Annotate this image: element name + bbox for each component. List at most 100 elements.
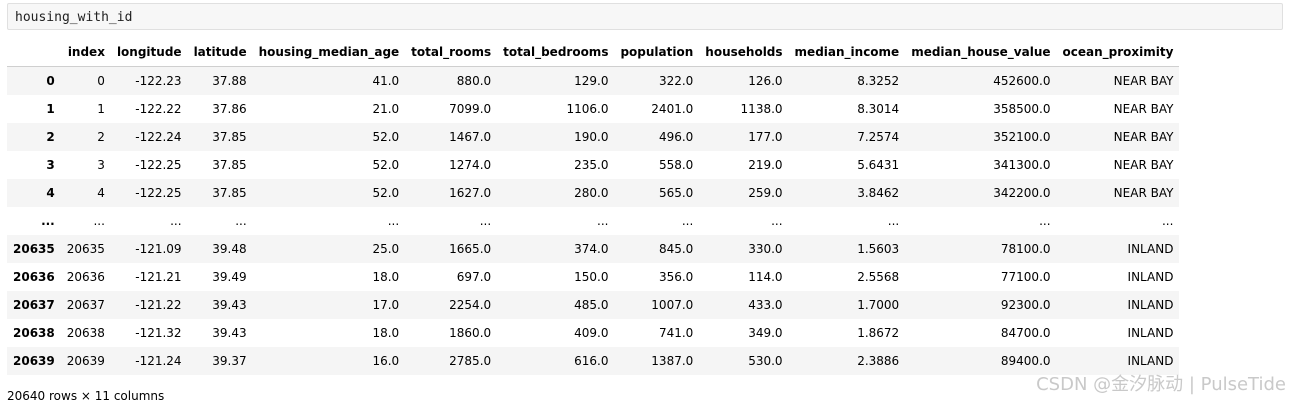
- table-cell: -122.25: [135, 186, 182, 200]
- table-cell: 1467.0: [449, 130, 492, 144]
- table-cell: NEAR BAY: [1113, 74, 1174, 88]
- table-cell: 433.0: [748, 298, 783, 312]
- row-index-label: 1: [46, 102, 55, 116]
- table-body: 0 0 -122.23 37.88 41.0 880.0 129.0 322.0 126.0 8.…: [7, 66, 1180, 375]
- table-cell: 1.7000: [857, 298, 900, 312]
- table-cell: INLAND: [1127, 270, 1174, 284]
- table-row: 20637 20637 -121.22 39.43 17.0 2254.0 485.0 100…: [7, 291, 1180, 319]
- column-header: index: [60, 38, 111, 67]
- table-cell: 7099.0: [449, 102, 492, 116]
- column-header: longitude: [110, 38, 188, 67]
- row-index-label: 20638: [13, 326, 55, 340]
- table-cell: 52.0: [372, 186, 400, 200]
- table-cell: 129.0: [574, 74, 609, 88]
- table-cell: 25.0: [372, 242, 400, 256]
- table-cell: 330.0: [748, 242, 783, 256]
- table-cell: 1387.0: [651, 354, 694, 368]
- table-cell: 496.0: [658, 130, 694, 144]
- table-cell: ...: [1161, 214, 1174, 228]
- table-row: 0 0 -122.23 37.88 41.0 880.0 129.0 322.0 126.0 8.…: [7, 66, 1180, 95]
- row-index-label: 20637: [13, 298, 55, 312]
- table-cell: 1.8672: [857, 326, 900, 340]
- table-row: ....................................: [7, 207, 1179, 235]
- table-cell: 37.88: [212, 74, 247, 88]
- table-cell: 84700.0: [1000, 326, 1051, 340]
- table-cell: INLAND: [1127, 354, 1174, 368]
- row-index-label: 2: [46, 130, 55, 144]
- table-cell: 39.43: [212, 298, 247, 312]
- table-cell: 2254.0: [449, 298, 492, 312]
- table-cell: ...: [1039, 214, 1051, 228]
- watermark: CSDN @金汐脉动 | PulseTide: [1036, 374, 1286, 395]
- table-cell: 20639: [66, 354, 105, 368]
- code-text: housing_with_id: [15, 10, 133, 25]
- table-cell: NEAR BAY: [1113, 130, 1174, 144]
- table-cell: 352100.0: [993, 130, 1051, 144]
- table-cell: 485.0: [574, 298, 609, 312]
- table-cell: -121.09: [135, 242, 182, 256]
- dataframe-table: index longitude latitude housing_median_age…: [7, 38, 1180, 375]
- table-cell: 1665.0: [449, 242, 492, 256]
- column-header: median_house_value: [905, 38, 1057, 67]
- table-cell: 77100.0: [1000, 270, 1051, 284]
- table-cell: 190.0: [574, 130, 609, 144]
- column-header: latitude: [187, 38, 253, 67]
- table-cell: 1007.0: [651, 298, 694, 312]
- table-cell: NEAR BAY: [1113, 158, 1174, 172]
- table-cell: ...: [771, 214, 783, 228]
- table-cell: 20635: [66, 242, 105, 256]
- table-cell: ...: [235, 214, 247, 228]
- table-cell: -122.22: [135, 102, 182, 116]
- table-cell: 452600.0: [993, 74, 1051, 88]
- table-cell: 89400.0: [1000, 354, 1051, 368]
- table-cell: 558.0: [658, 158, 694, 172]
- table-cell: 39.49: [212, 270, 247, 284]
- table-cell: 8.3014: [857, 102, 900, 116]
- table-cell: 7.2574: [857, 130, 900, 144]
- table-header: index longitude latitude housing_median_age…: [7, 38, 1180, 67]
- table-cell: 37.86: [212, 102, 247, 116]
- table-cell: 1: [97, 102, 105, 116]
- column-header: total_rooms: [405, 38, 498, 67]
- table-cell: -121.21: [135, 270, 182, 284]
- table-cell: 39.43: [212, 326, 247, 340]
- row-index-label: ...: [41, 214, 55, 228]
- table-cell: -122.25: [135, 158, 182, 172]
- table-cell: 37.85: [212, 158, 247, 172]
- table-cell: 358500.0: [993, 102, 1051, 116]
- table-cell: 21.0: [372, 102, 400, 116]
- table-cell: ...: [93, 214, 105, 228]
- row-index-label: 20639: [13, 354, 55, 368]
- table-cell: NEAR BAY: [1113, 102, 1174, 116]
- table-row: 2 2 -122.24 37.85 52.0 1467.0 190.0 496.0 177.0 7…: [7, 123, 1180, 151]
- code-cell-input[interactable]: housing_with_id: [7, 3, 1283, 30]
- table-row: 4 4 -122.25 37.85 52.0 1627.0 280.0 565.0 259.0 3…: [7, 179, 1180, 207]
- column-header: population: [614, 38, 700, 67]
- table-cell: INLAND: [1127, 298, 1174, 312]
- row-index-label: 20635: [13, 242, 55, 256]
- table-cell: ...: [597, 214, 609, 228]
- table-row: 1 1 -122.22 37.86 21.0 7099.0 1106.0 2401.0 1138…: [7, 95, 1179, 123]
- table-cell: 374.0: [574, 242, 609, 256]
- table-cell: 1860.0: [449, 326, 492, 340]
- table-cell: 1106.0: [566, 102, 609, 116]
- table-cell: 2.3886: [857, 354, 900, 368]
- row-index-label: 20636: [13, 270, 55, 284]
- table-cell: 356.0: [658, 270, 694, 284]
- table-cell: 20637: [66, 298, 105, 312]
- table-row: 20638 20638 -121.32 39.43 18.0 1860.0 409.0 741…: [7, 319, 1179, 347]
- table-cell: 1274.0: [449, 158, 492, 172]
- table-cell: 150.0: [574, 270, 609, 284]
- table-cell: 8.3252: [857, 74, 900, 88]
- dataframe-shape: 20640 rows × 11 columns: [7, 389, 165, 403]
- table-cell: 18.0: [372, 326, 400, 340]
- table-cell: ...: [170, 214, 182, 228]
- table-cell: 52.0: [372, 130, 400, 144]
- column-header: ocean_proximity: [1056, 38, 1180, 67]
- table-cell: 2401.0: [651, 102, 694, 116]
- table-cell: 741.0: [658, 326, 694, 340]
- table-cell: 16.0: [372, 354, 400, 368]
- table-cell: 845.0: [658, 242, 694, 256]
- table-cell: 39.48: [212, 242, 247, 256]
- table-cell: 0: [97, 74, 105, 88]
